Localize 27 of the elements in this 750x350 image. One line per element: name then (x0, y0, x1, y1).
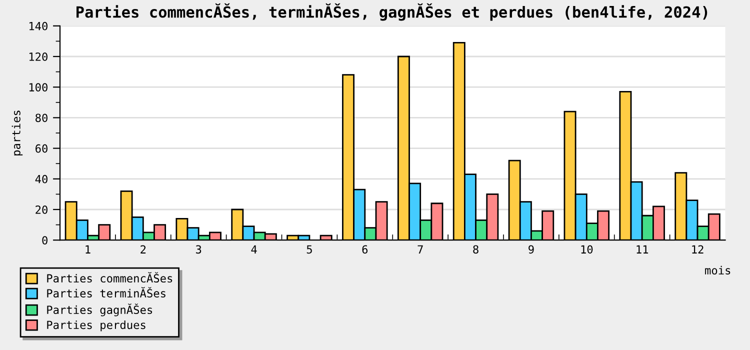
y-tick-label: 100 (29, 83, 48, 92)
y-tick-label: 120 (29, 52, 48, 61)
x-tick-label: 11 (636, 245, 648, 254)
y-tick-label: 60 (36, 144, 48, 153)
x-axis-title: mois (705, 266, 730, 275)
y-tick-label: 20 (36, 206, 48, 214)
x-tick-label: 12 (692, 245, 704, 254)
x-tick-label: 8 (473, 245, 478, 254)
x-tick-label: 1 (86, 245, 90, 254)
chart-title: Parties commencĂŠes, terminĂŠes, gagnĂŠes et perdues (ben4life, 2024) (76, 3, 708, 21)
legend-label: Parties perdues (47, 320, 146, 332)
y-tick-label: 0 (42, 236, 48, 245)
legend-label: Parties terminĂŠes (47, 287, 166, 298)
y-tick-label: 140 (29, 22, 48, 30)
x-tick-label: 4 (251, 245, 257, 254)
x-tick-label: 10 (581, 245, 593, 254)
y-axis-title: parties (12, 110, 23, 156)
legend-label: Parties gagnĂŠes (47, 304, 152, 316)
x-tick-label: 7 (418, 245, 423, 254)
legend-label: Parties commencĂŠes (47, 272, 172, 283)
x-tick-label: 3 (196, 245, 202, 254)
y-tick-label: 40 (35, 174, 48, 184)
x-tick-label: 9 (528, 245, 534, 254)
x-tick-label: 6 (362, 245, 368, 254)
x-tick-label: 5 (306, 245, 312, 254)
x-tick-label: 2 (140, 245, 146, 254)
y-tick-label: 80 (36, 114, 48, 122)
